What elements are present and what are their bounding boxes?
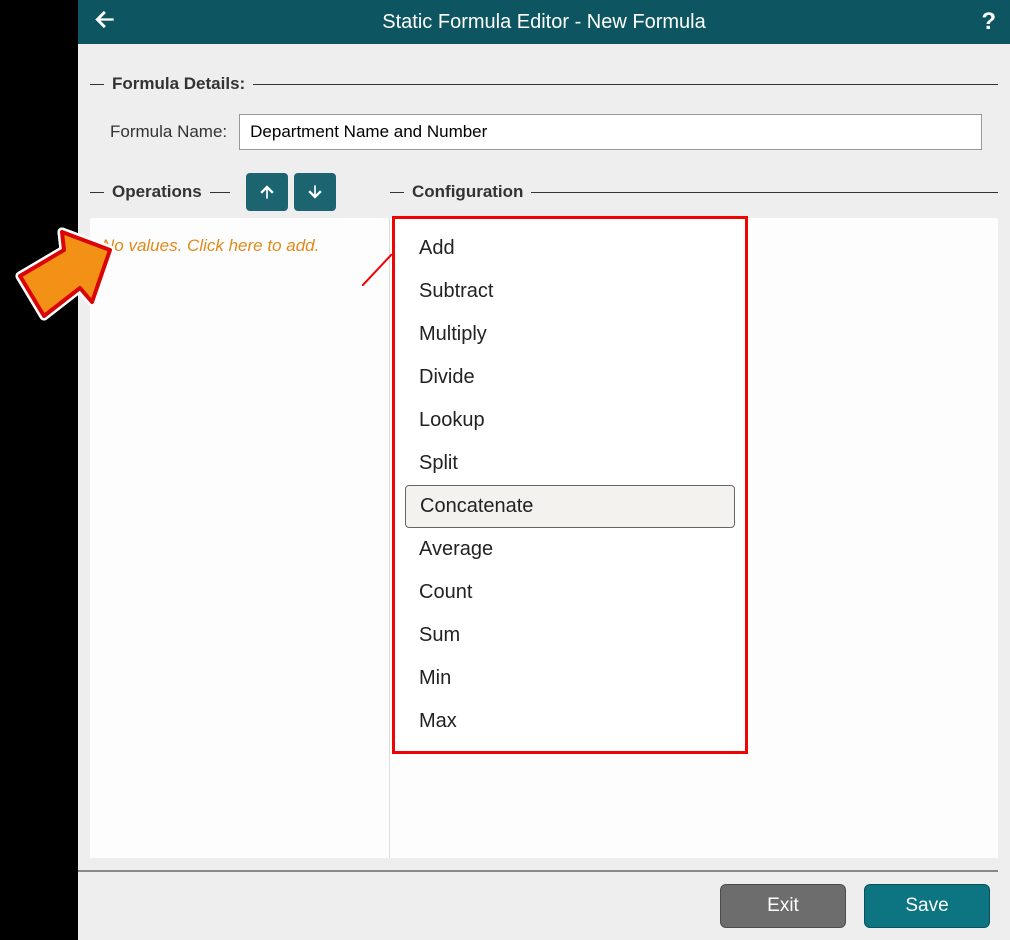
dropdown-item-subtract[interactable]: Subtract — [399, 270, 741, 313]
arrow-up-icon — [257, 182, 277, 202]
move-down-button[interactable] — [294, 173, 336, 211]
exit-button-label: Exit — [767, 895, 799, 917]
formula-name-label: Formula Name: — [110, 122, 227, 142]
configuration-panel: AddSubtractMultiplyDivideLookupSplitConc… — [390, 218, 998, 858]
operations-label: Operations — [112, 182, 202, 202]
help-button[interactable]: ? — [981, 8, 996, 36]
dropdown-item-max[interactable]: Max — [399, 700, 741, 743]
configuration-column: Configuration AddSubtractMultiplyDivideL… — [390, 172, 998, 858]
configuration-header: Configuration — [390, 172, 998, 212]
dropdown-item-divide[interactable]: Divide — [399, 356, 741, 399]
annotation-pointer-icon — [6, 220, 116, 330]
window-title: Static Formula Editor - New Formula — [382, 11, 705, 34]
formula-name-input[interactable] — [239, 114, 982, 150]
operations-header: Operations — [90, 172, 390, 212]
callout-line — [362, 254, 392, 286]
dropdown-item-add[interactable]: Add — [399, 227, 741, 270]
back-button[interactable] — [92, 7, 118, 38]
arrow-left-icon — [92, 7, 118, 33]
save-button-label: Save — [905, 895, 948, 917]
titlebar: Static Formula Editor - New Formula ? — [78, 0, 1010, 44]
dropdown-item-split[interactable]: Split — [399, 442, 741, 485]
dropdown-item-lookup[interactable]: Lookup — [399, 399, 741, 442]
operations-dropdown[interactable]: AddSubtractMultiplyDivideLookupSplitConc… — [392, 216, 748, 754]
save-button[interactable]: Save — [864, 884, 990, 928]
dropdown-item-concatenate[interactable]: Concatenate — [405, 485, 735, 528]
move-up-button[interactable] — [246, 173, 288, 211]
formula-name-row: Formula Name: — [90, 114, 998, 150]
operations-empty-link[interactable]: No values. Click here to add. — [102, 236, 319, 255]
dropdown-item-min[interactable]: Min — [399, 657, 741, 700]
configuration-label: Configuration — [412, 182, 523, 202]
editor-window: Static Formula Editor - New Formula ? Fo… — [78, 0, 1010, 940]
columns: Operations — [90, 172, 998, 858]
dropdown-item-multiply[interactable]: Multiply — [399, 313, 741, 356]
arrow-down-icon — [305, 182, 325, 202]
dropdown-item-average[interactable]: Average — [399, 528, 741, 571]
dropdown-item-sum[interactable]: Sum — [399, 614, 741, 657]
operations-panel: No values. Click here to add. — [90, 218, 390, 858]
footer-bar: Exit Save — [78, 870, 998, 940]
dropdown-item-count[interactable]: Count — [399, 571, 741, 614]
formula-details-header: Formula Details: — [90, 72, 998, 96]
operations-column: Operations — [90, 172, 390, 858]
formula-details-label: Formula Details: — [112, 74, 245, 94]
exit-button[interactable]: Exit — [720, 884, 846, 928]
content-area: Formula Details: Formula Name: Operation… — [78, 72, 1010, 870]
